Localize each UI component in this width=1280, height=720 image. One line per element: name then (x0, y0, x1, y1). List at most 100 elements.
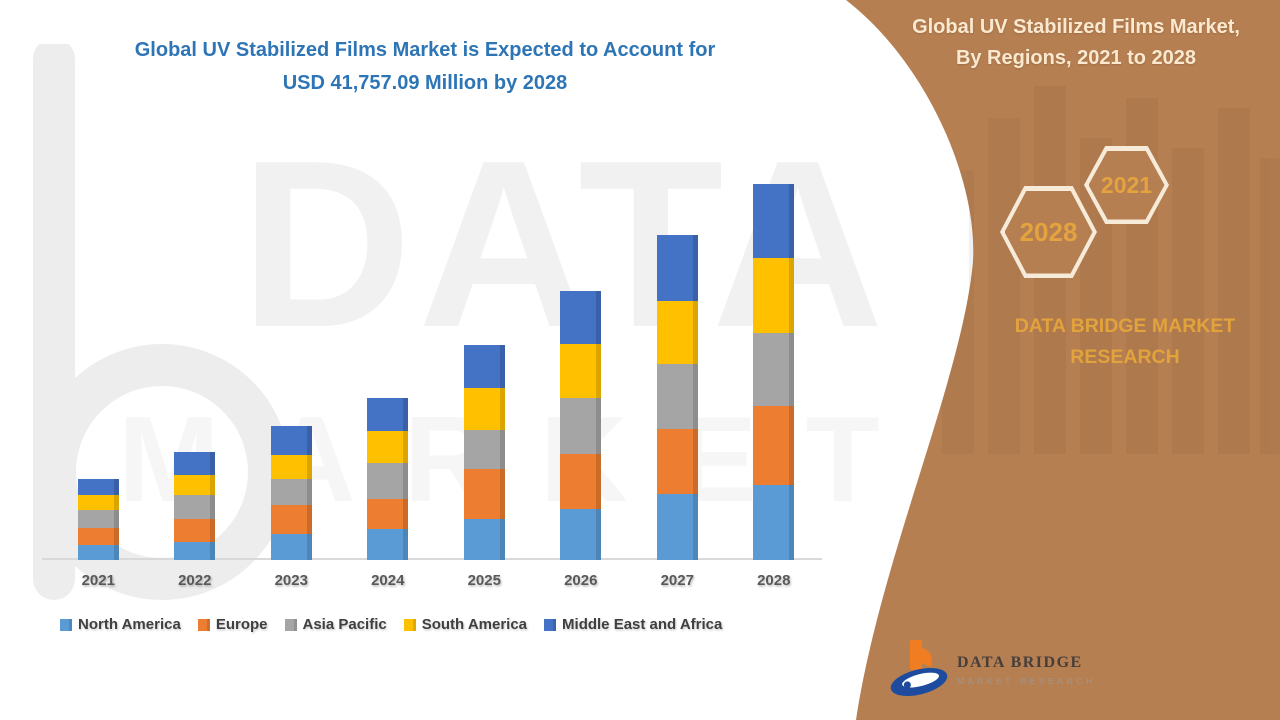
bar-segment (367, 498, 409, 529)
x-axis-label: 2022 (178, 572, 212, 589)
bar-segment (174, 474, 216, 495)
panel-skyline-stripes (942, 86, 1280, 454)
bar-slot-2025 (436, 345, 533, 560)
bar-segment (463, 345, 505, 389)
bar-segment (367, 528, 409, 560)
bar-slot-2023 (243, 426, 340, 560)
bar-segment (367, 398, 409, 432)
watermark-b-icon (33, 44, 290, 600)
x-axis-line (42, 558, 822, 560)
bar-segment (463, 430, 505, 469)
x-axis-labels: 2021 2022 2023 2024 2025 2026 2027 2028 (50, 572, 822, 589)
hexagon-2028-label: 2028 (1019, 216, 1078, 247)
stacked-bar-2021 (77, 478, 119, 560)
bar-segment (656, 363, 698, 430)
bar-slot-2022 (147, 452, 244, 560)
legend-label: North America (78, 616, 181, 633)
bar-segment (270, 426, 312, 455)
legend-swatch-icon (197, 618, 210, 631)
bar-slot-2028 (726, 184, 823, 560)
logo-mark-icon (890, 640, 948, 697)
bar-segment (174, 518, 216, 542)
bar-segment (270, 504, 312, 534)
legend-item: South America (403, 616, 528, 633)
hexagon-badge-2028-fill: 2028 (1004, 190, 1093, 274)
panel-heading-line1: Global UV Stabilized Films Market, (912, 16, 1240, 38)
chart-title-line1: Global UV Stabilized Films Market is Exp… (134, 39, 716, 61)
bar-segment (560, 343, 602, 399)
bar-segment (367, 431, 409, 464)
legend-label: Europe (215, 616, 268, 633)
bar-slot-2026 (533, 290, 630, 560)
legend-swatch-icon (403, 618, 416, 631)
bar-segment (560, 290, 602, 344)
legend-swatch-icon (284, 618, 297, 631)
bar-segment (77, 494, 119, 510)
bar-segment (656, 493, 698, 560)
bar-slot-2021 (50, 478, 147, 560)
bar-segment (77, 527, 119, 545)
legend-swatch-icon (60, 618, 72, 631)
x-axis-label: 2024 (371, 572, 405, 589)
stacked-bar-2022 (174, 452, 216, 560)
x-axis-label: 2021 (81, 572, 115, 589)
legend-item: Middle East and Africa (544, 616, 722, 633)
brand-text-line1: DATA BRIDGE MARKET (1014, 315, 1236, 337)
bar-segment (656, 429, 698, 494)
x-axis-label: 2026 (564, 572, 598, 589)
panel-heading: Global UV Stabilized Films Market, By Re… (880, 12, 1272, 74)
x-axis-label: 2025 (467, 572, 501, 589)
bar-segment (753, 332, 795, 407)
legend-label: Middle East and Africa (562, 616, 723, 633)
bar-segment (463, 468, 505, 519)
legend-label: South America (421, 616, 528, 633)
brand-text-line2: RESEARCH (1070, 346, 1180, 368)
bar-segment (560, 398, 602, 454)
x-axis-label: 2027 (660, 572, 694, 589)
bar-segment (656, 300, 698, 364)
bar-segment (174, 541, 216, 560)
bar-segment (367, 463, 409, 499)
x-axis-label: 2028 (757, 572, 791, 589)
bar-slot-2024 (340, 398, 437, 560)
chart-title-line2: USD 41,757.09 Million by 2028 (282, 72, 568, 94)
bar-segment (77, 509, 119, 528)
bar-segment (77, 544, 119, 560)
bar-segment (270, 533, 312, 560)
bar-segment (753, 258, 795, 333)
hexagon-badge-2021-fill: 2021 (1088, 150, 1165, 220)
bar-segment (463, 388, 505, 431)
logo-text-block: DATA BRIDGE MARKET RESEARCH (957, 654, 1096, 686)
legend-swatch-icon (544, 618, 557, 631)
stacked-bar-2025 (463, 345, 505, 560)
stacked-bar-2026 (560, 290, 602, 560)
x-axis-label: 2023 (274, 572, 308, 589)
brand-text: DATA BRIDGE MARKET RESEARCH (970, 311, 1280, 373)
bar-segment (174, 494, 216, 519)
chart-title: Global UV Stabilized Films Market is Exp… (55, 34, 795, 100)
stacked-bar-2027 (656, 235, 698, 560)
bar-segment (753, 184, 795, 259)
panel-heading-line2: By Regions, 2021 to 2028 (955, 47, 1197, 69)
legend-label: Asia Pacific (302, 616, 387, 633)
company-logo: DATA BRIDGE MARKET RESEARCH (886, 636, 1096, 698)
bar-segment (656, 235, 698, 301)
bar-segment (174, 452, 216, 475)
chart-legend: North America Europe Asia Pacific South Ame… (60, 616, 722, 633)
legend-item: Europe (197, 616, 268, 633)
bar-segment (753, 406, 795, 485)
bar-segment (463, 518, 505, 560)
legend-item: Asia Pacific (284, 616, 387, 633)
stacked-bar-plot (50, 180, 822, 560)
bar-segment (270, 478, 312, 505)
bar-segment (270, 454, 312, 479)
logo-tagline: MARKET RESEARCH (957, 676, 1096, 686)
hexagon-2021-label: 2021 (1100, 171, 1153, 198)
legend-item: North America (60, 616, 181, 633)
bar-slot-2027 (629, 235, 726, 560)
bar-segment (560, 453, 602, 509)
bar-segment (77, 478, 119, 495)
stacked-bar-2028 (753, 184, 795, 560)
logo-name: DATA BRIDGE (957, 654, 1083, 671)
